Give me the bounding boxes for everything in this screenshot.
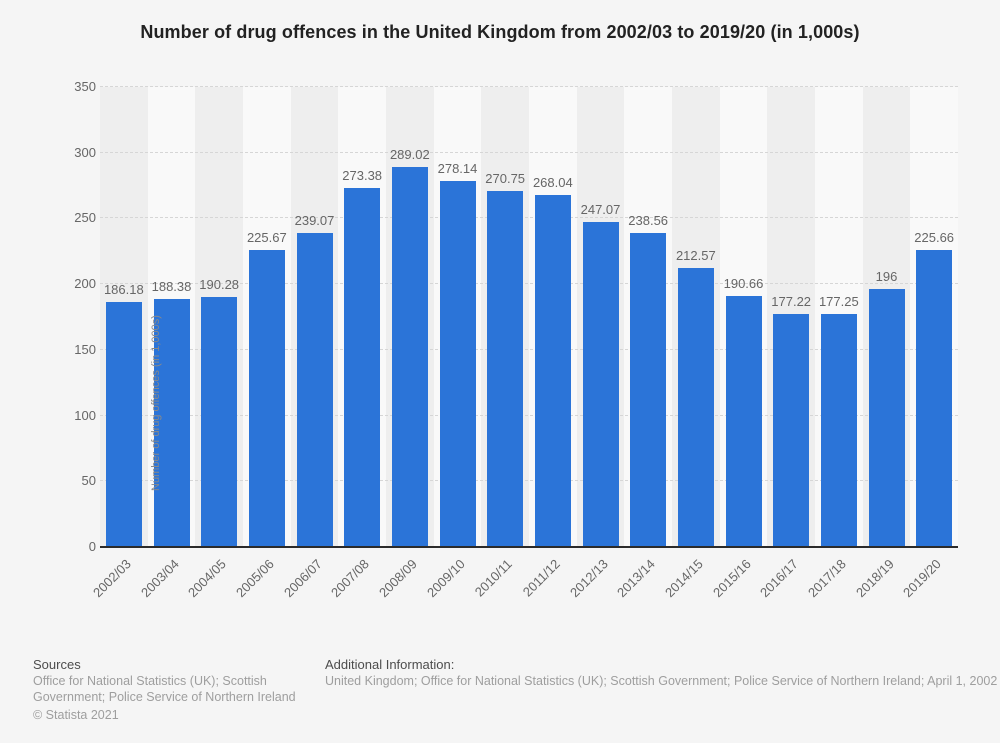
sources-heading: Sources	[33, 657, 81, 672]
plot-area: 186.18 188.38 190.28 225.67 239.07 273.38 289.…	[100, 86, 958, 548]
bar-value-label: 190.28	[199, 276, 240, 292]
y-tick-label: 300	[74, 144, 96, 160]
bar	[725, 296, 762, 547]
additional-info-text: United Kingdom; Office for National Stat…	[325, 674, 998, 688]
bar	[630, 233, 667, 547]
bar-value-label: 186.18	[103, 282, 144, 298]
y-tick-label: 150	[74, 341, 96, 357]
bar-value-label: 196	[875, 269, 898, 285]
y-tick-label: 50	[81, 473, 96, 489]
footer-sources-block: Sources Office for National Statistics (…	[33, 656, 313, 723]
bar	[153, 299, 190, 547]
bar-value-label: 177.22	[771, 294, 812, 310]
bar	[677, 267, 714, 547]
bar	[820, 314, 857, 547]
chart-title: Number of drug offences in the United Ki…	[140, 22, 860, 42]
y-axis-title: Number of drug offences (in 1,000s)	[150, 315, 162, 491]
gridline	[100, 217, 958, 219]
additional-info-heading: Additional Information:	[325, 657, 455, 672]
footer-additional-block: Additional Information: United Kingdom; …	[325, 656, 1000, 689]
gridline	[100, 151, 958, 153]
bar	[773, 314, 810, 547]
bar	[105, 302, 142, 547]
y-tick-label: 100	[74, 407, 96, 423]
gridline	[100, 414, 958, 416]
gridline	[100, 283, 958, 285]
bar	[487, 191, 524, 547]
y-tick-label: 250	[74, 210, 96, 226]
copyright: © Statista 2021	[33, 708, 119, 722]
bar	[582, 222, 619, 547]
bar-value-label: 190.66	[723, 276, 764, 292]
bar-value-label: 188.38	[151, 279, 192, 295]
bar-value-label: 177.25	[818, 294, 859, 310]
y-tick-label: 0	[88, 539, 96, 554]
bar-value-label: 273.38	[342, 167, 383, 183]
bar-value-label: 289.02	[389, 147, 430, 163]
bar-value-label: 238.56	[628, 213, 669, 229]
bar-value-label: 278.14	[437, 161, 478, 177]
gridline	[100, 86, 958, 87]
sources-line: Government; Police Service of Northern I…	[33, 690, 296, 704]
gridline	[100, 480, 958, 482]
bar	[344, 187, 381, 547]
bar	[916, 250, 953, 547]
bar-value-label: 225.67	[246, 230, 287, 246]
bar-value-label: 247.07	[580, 202, 621, 218]
bar	[296, 232, 333, 547]
y-tick-label: 200	[74, 276, 96, 292]
bar	[248, 250, 285, 547]
bar	[201, 296, 238, 547]
sources-line: Office for National Statistics (UK); Sco…	[33, 674, 267, 688]
bar	[391, 167, 428, 547]
bar	[439, 181, 476, 547]
bar-value-label: 270.75	[485, 171, 526, 187]
x-axis-line	[100, 546, 958, 548]
bar	[534, 194, 571, 547]
bar-value-label: 212.57	[675, 247, 716, 263]
bar	[868, 289, 905, 547]
bar-value-label: 239.07	[294, 212, 335, 228]
gridline	[100, 348, 958, 350]
y-tick-label: 350	[74, 79, 96, 94]
bar-value-label: 225.66	[914, 230, 955, 246]
bar-value-label: 268.04	[532, 174, 573, 190]
